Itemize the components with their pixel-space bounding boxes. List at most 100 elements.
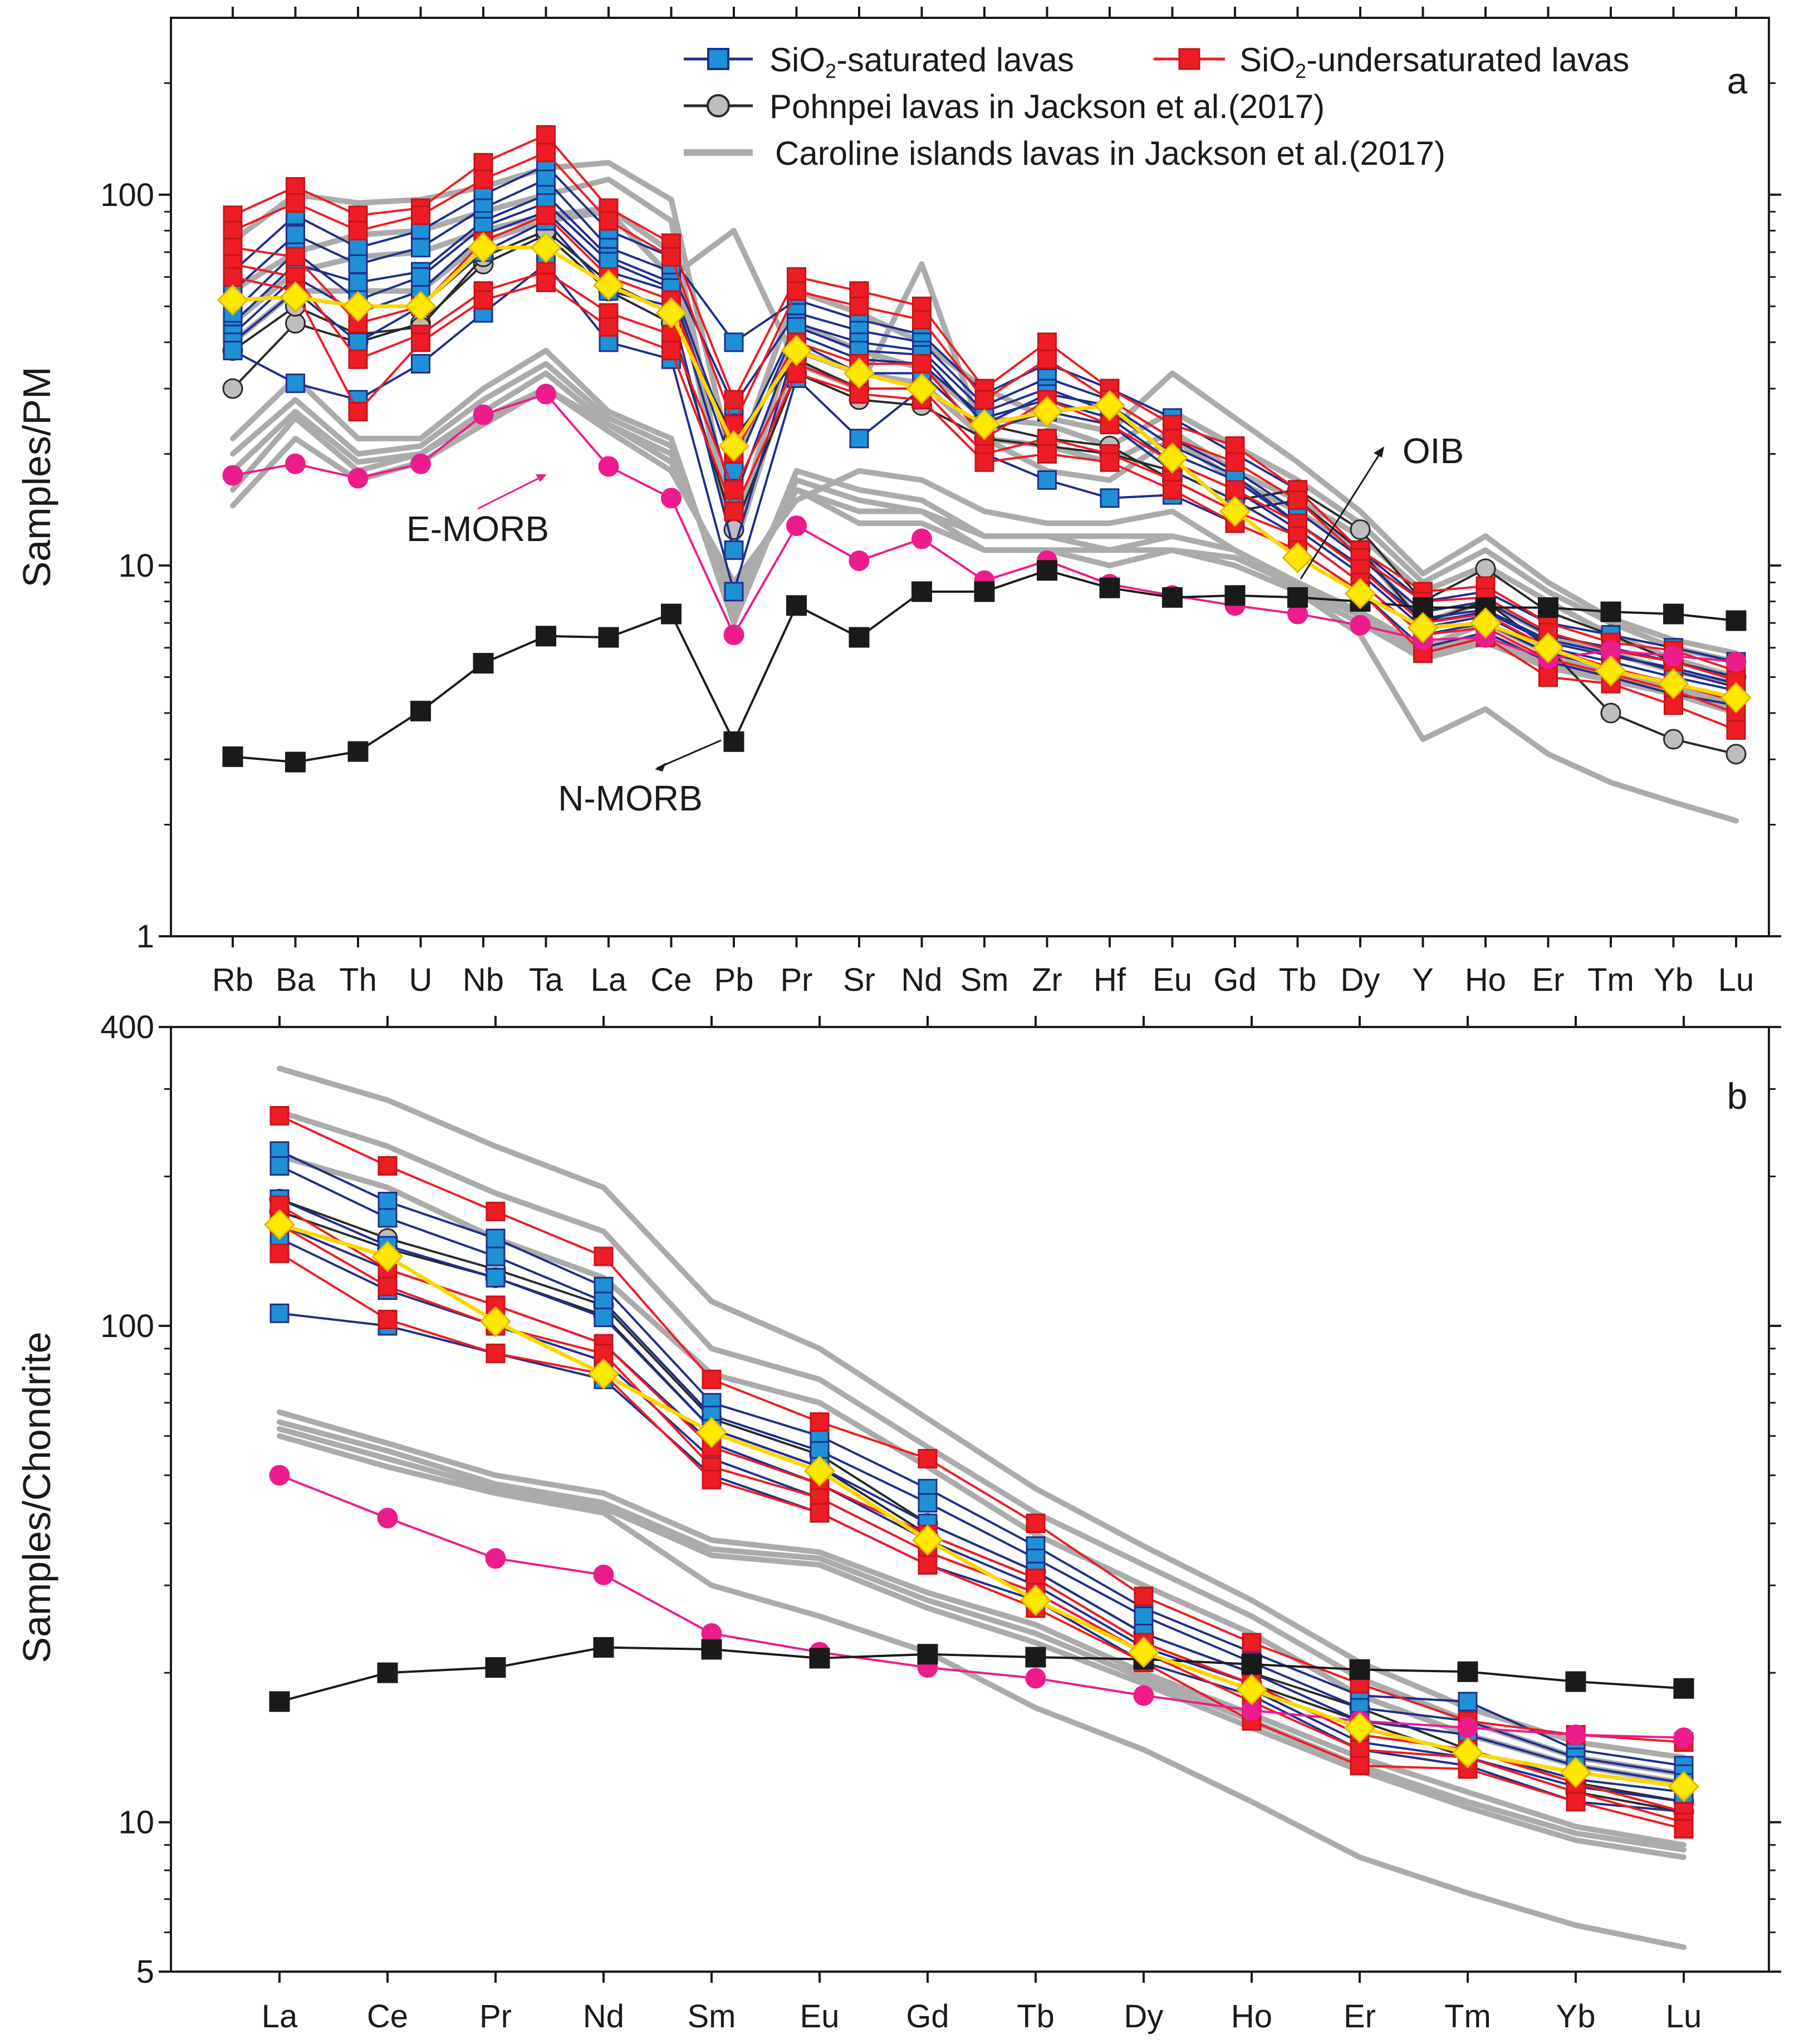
data-point [594, 1291, 614, 1311]
x-tick-label: Tb [1017, 1998, 1055, 2035]
series-line [278, 1149, 1685, 1767]
data-point [911, 1524, 944, 1556]
x-tick-label: Tm [1587, 962, 1634, 998]
data-point [536, 272, 556, 292]
panel-b-frame [170, 1026, 1770, 1973]
data-point [378, 1208, 398, 1228]
data-point [724, 502, 744, 522]
data-point [723, 731, 744, 752]
data-point [787, 363, 806, 384]
data-point [348, 220, 368, 240]
data-point [1037, 470, 1057, 490]
series-nmorb [222, 560, 1747, 773]
data-point [1538, 667, 1558, 687]
data-point [968, 409, 1001, 440]
data-point [906, 372, 938, 405]
data-point [809, 1648, 830, 1669]
data-point [849, 550, 870, 571]
data-point [1668, 1771, 1700, 1802]
y-tick-label: 10 [118, 1805, 154, 1841]
x-tick-label: Th [339, 962, 377, 998]
svg-text:SiO2-saturated lavas: SiO2-saturated lavas [769, 41, 1074, 82]
data-point [1350, 519, 1371, 540]
series-line [277, 1419, 1687, 1853]
data-point [536, 143, 556, 163]
data-point [285, 751, 306, 773]
data-point [1163, 480, 1182, 500]
series-line [278, 1474, 1685, 1739]
x-tick-label: U [409, 962, 433, 998]
data-point [405, 291, 437, 322]
x-tick-label: Yb [1654, 962, 1693, 998]
x-tick-label: Zr [1032, 962, 1062, 998]
data-point [536, 384, 556, 405]
series-line [278, 1646, 1685, 1703]
data-point [593, 1564, 614, 1585]
data-point [724, 332, 744, 352]
panel-a-frame [170, 17, 1770, 937]
data-point [371, 1241, 404, 1272]
svg-text:Pohnpei lavas in Jackson et al: Pohnpei lavas in Jackson et al.(2017) [769, 88, 1325, 125]
data-point [467, 232, 499, 263]
legend-item-saturated: SiO2-saturated lavas [684, 41, 1074, 82]
data-point [912, 309, 932, 330]
data-point [1242, 1633, 1262, 1653]
data-point [377, 1662, 398, 1683]
data-point [1726, 720, 1746, 740]
data-point [473, 652, 494, 674]
data-point [411, 267, 430, 287]
series-average [263, 1208, 1700, 1802]
legend-item-caroline: Caroline islands lavas in Jackson et al.… [684, 135, 1445, 172]
data-point [486, 1267, 506, 1288]
y-tick-label: 400 [100, 1009, 154, 1045]
data-point [1663, 603, 1684, 625]
x-tick-label: Lu [1718, 962, 1754, 998]
data-point [661, 247, 681, 267]
data-point [1236, 1674, 1268, 1706]
data-point [781, 335, 812, 366]
series-line [231, 245, 1738, 700]
data-point [723, 625, 744, 646]
data-point [269, 1105, 290, 1126]
x-tick-label: Tm [1444, 1998, 1491, 2035]
data-point [486, 1229, 506, 1249]
x-tick-label: Tb [1279, 962, 1317, 998]
series-caroline [277, 1065, 1687, 1761]
svg-text:Caroline islands lavas in Jack: Caroline islands lavas in Jackson et al.… [775, 135, 1445, 172]
annotation-e-morb: E-MORB [406, 509, 549, 549]
data-point [473, 290, 493, 310]
data-point [286, 374, 305, 394]
data-point [1019, 1584, 1052, 1616]
data-point [1094, 390, 1126, 421]
data-point [918, 1448, 938, 1468]
data-point [342, 291, 374, 322]
x-tick-label: La [262, 1998, 298, 2035]
series-line [277, 1222, 1686, 1788]
data-point [1025, 1647, 1046, 1668]
annotation-oib: OIB [1403, 431, 1464, 471]
data-point [410, 453, 431, 474]
series-line [278, 1252, 1685, 1830]
annotation-n-morb: N-MORB [558, 778, 703, 818]
x-tick-label: Ba [276, 962, 316, 998]
data-point [485, 1548, 506, 1569]
data-point [1225, 452, 1245, 472]
x-tick-label: Sm [960, 962, 1009, 998]
data-point [269, 1303, 290, 1323]
data-point [1565, 1724, 1586, 1746]
data-point [479, 1306, 512, 1338]
data-point [1349, 1659, 1370, 1680]
x-tick-label: Dy [1124, 1998, 1164, 2035]
data-point [411, 354, 430, 374]
data-point [594, 1246, 614, 1266]
data-point [485, 1657, 506, 1678]
data-point [1673, 1678, 1694, 1699]
data-point [348, 272, 368, 292]
data-point [1025, 1668, 1046, 1689]
data-point [1156, 442, 1188, 474]
data-point [1674, 1819, 1694, 1839]
data-point [348, 349, 368, 369]
data-point [378, 1156, 398, 1176]
data-point [378, 1192, 398, 1212]
data-point [661, 603, 682, 625]
